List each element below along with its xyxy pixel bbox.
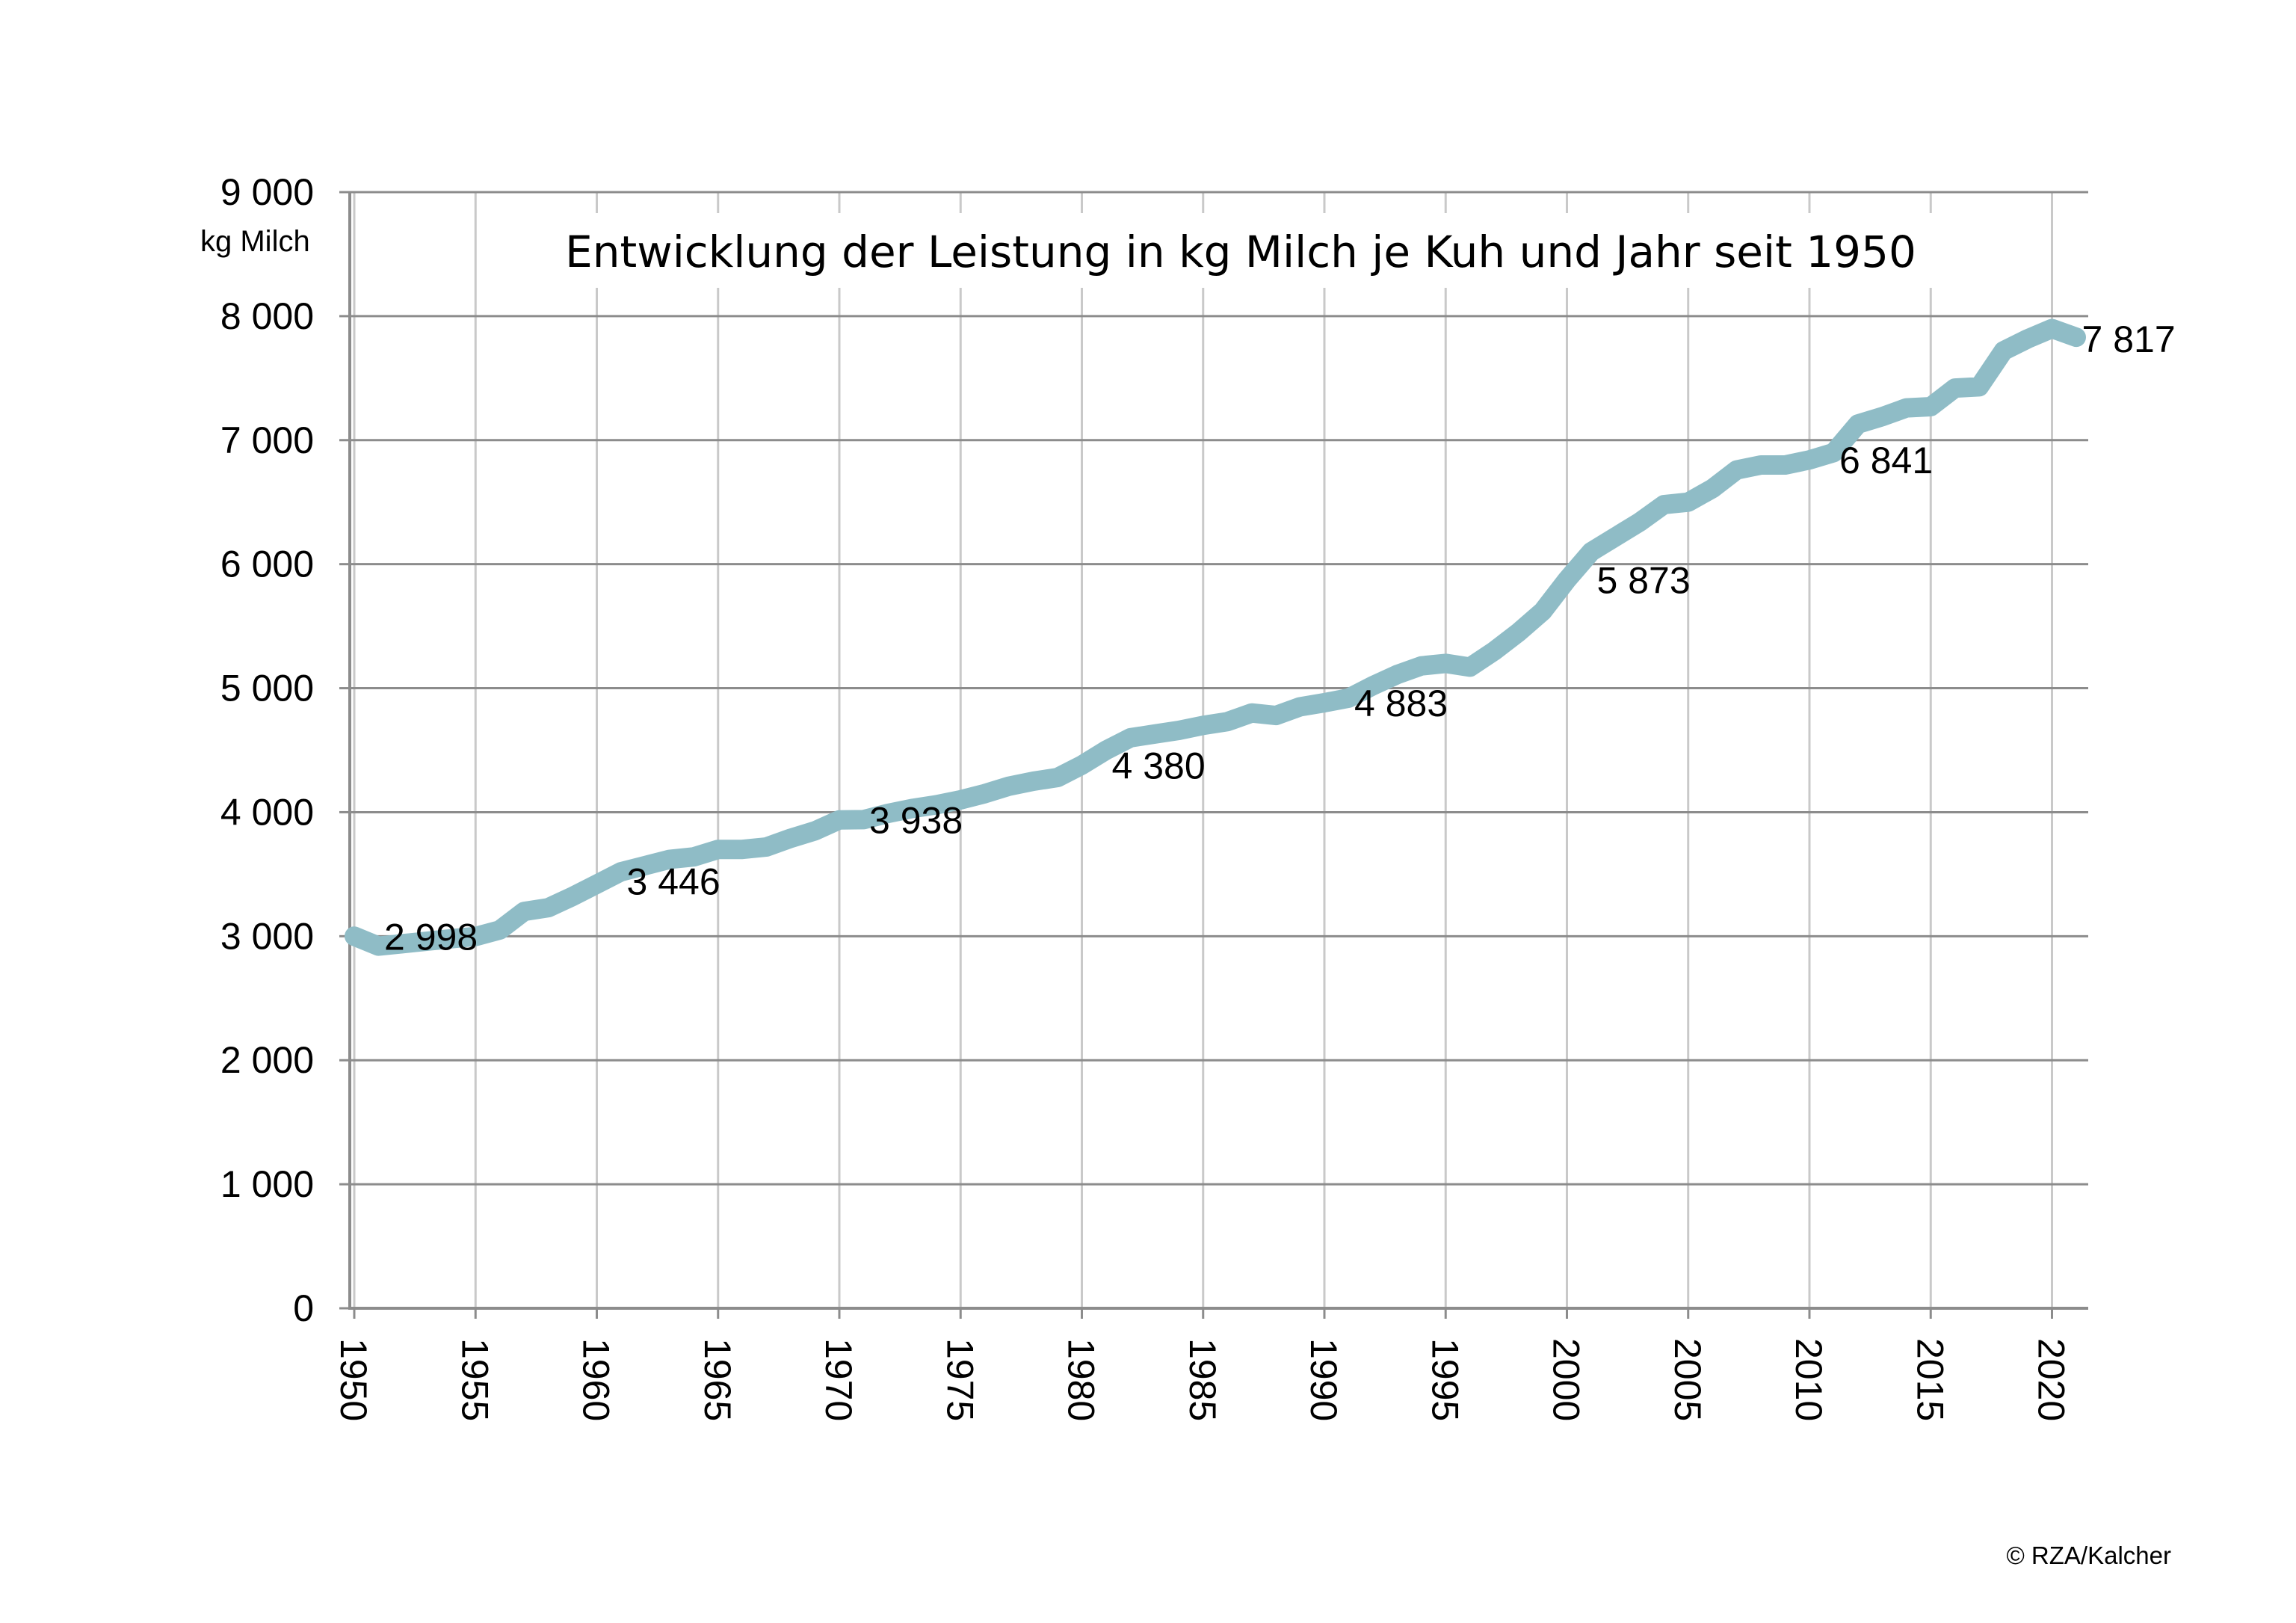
x-tick-label-1995: 1995: [1424, 1338, 1466, 1421]
y-tick-label-9000: 9 000: [220, 171, 314, 213]
data-label-1970: 3 938: [869, 800, 963, 842]
y-axis-unit-label: kg Milch: [200, 225, 310, 258]
y-tick-label-5000: 5 000: [220, 668, 314, 709]
series-line-0: [345, 318, 2086, 956]
x-tick-label-1985: 1985: [1182, 1338, 1223, 1421]
x-tick-label-1980: 1980: [1061, 1338, 1102, 1421]
axes: [339, 191, 2088, 1319]
data-label-2020: 7 817: [2082, 318, 2176, 360]
y-tick-label-4000: 4 000: [220, 791, 314, 833]
x-tick-label-2020: 2020: [2031, 1338, 2073, 1421]
data-label-2010: 6 841: [1839, 440, 1933, 481]
x-tick-label-2005: 2005: [1667, 1338, 1709, 1421]
y-tick-label-6000: 6 000: [220, 543, 314, 585]
x-tick-label-1965: 1965: [697, 1338, 738, 1421]
x-tick-labels: 1950 1955 1960 1965 1970 1975 1980 1985 1990 1995…: [333, 1338, 2073, 1421]
data-label-1990: 4 883: [1354, 683, 1448, 724]
x-tick-label-1960: 1960: [575, 1338, 617, 1421]
y-tick-label-7000: 7 000: [220, 419, 314, 461]
data-labels: 2 998 3 446 3 938 4 380 4 883 5 873 6 841 7 817: [384, 318, 2176, 958]
vertical-gridlines: [353, 192, 2053, 1308]
y-tick-label-0: 0: [293, 1287, 314, 1329]
title-background: [538, 213, 1958, 288]
y-tick-labels: 0 1 000 2 000 3 000 4 000 5 000 6 000 7 000 8 00…: [220, 171, 314, 1329]
y-tick-label-3000: 3 000: [220, 915, 314, 957]
x-tick-label-2000: 2000: [1546, 1338, 1587, 1421]
x-tick-label-2015: 2015: [1909, 1338, 1951, 1421]
x-tick-label-1955: 1955: [454, 1338, 496, 1421]
series-group: [345, 318, 2086, 956]
x-tick-label-1990: 1990: [1303, 1338, 1345, 1421]
y-tick-label-1000: 1 000: [220, 1163, 314, 1205]
source-credit: © RZA/Kalcher: [2006, 1542, 2171, 1569]
x-tick-label-1975: 1975: [939, 1338, 981, 1421]
data-label-1980: 4 380: [1112, 745, 1206, 786]
x-tick-label-1970: 1970: [818, 1338, 860, 1421]
y-tick-label-2000: 2 000: [220, 1039, 314, 1081]
x-tick-label-1950: 1950: [333, 1338, 374, 1421]
data-label-1960: 3 446: [627, 860, 720, 902]
x-tick-label-2010: 2010: [1788, 1338, 1830, 1421]
chart-title: Entwicklung der Leistung in kg Milch je …: [565, 227, 1916, 277]
data-label-2000: 5 873: [1597, 560, 1691, 602]
horizontal-gridlines: [350, 191, 2088, 1186]
data-label-1950: 2 998: [384, 917, 478, 958]
y-tick-label-8000: 8 000: [220, 295, 314, 337]
